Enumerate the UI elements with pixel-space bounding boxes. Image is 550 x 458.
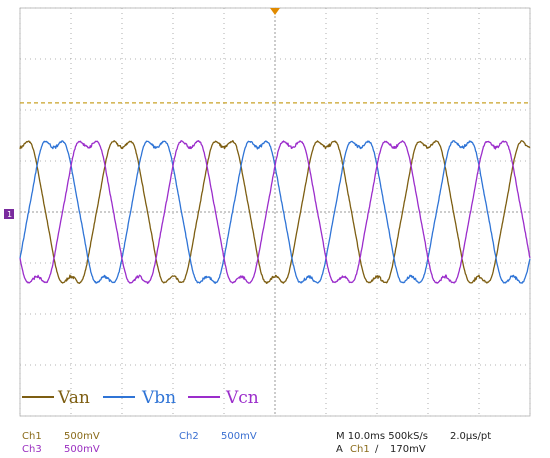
sample-interval-readout: 2.0µs/pt	[450, 431, 492, 442]
trigger-source: Ch1	[350, 444, 370, 455]
trace-vcn	[19, 140, 531, 284]
ch1-label: Ch1	[22, 431, 42, 442]
trigger-position-marker	[270, 8, 280, 15]
legend-van-label: Van	[57, 388, 90, 408]
waveform-traces	[19, 140, 531, 284]
ch3-scale: 500mV	[64, 444, 100, 455]
trigger-prefix: A	[336, 444, 343, 455]
legend: Van Vbn Vcn	[22, 388, 259, 408]
legend-vbn-label: Vbn	[141, 388, 176, 408]
ch1-scale: 500mV	[64, 431, 100, 442]
ch3-label: Ch3	[22, 444, 42, 455]
ch2-scale: 500mV	[221, 431, 257, 442]
graticule	[19, 7, 531, 417]
trigger-slope-icon: ∕	[375, 444, 379, 455]
trigger-level-readout: 170mV	[390, 444, 426, 455]
ground-marker: 1	[4, 209, 14, 219]
timebase-readout: M 10.0ms 500kS/s	[336, 431, 429, 442]
legend-vcn-label: Vcn	[225, 388, 259, 408]
svg-text:1: 1	[7, 210, 12, 219]
ch2-label: Ch2	[179, 431, 199, 442]
